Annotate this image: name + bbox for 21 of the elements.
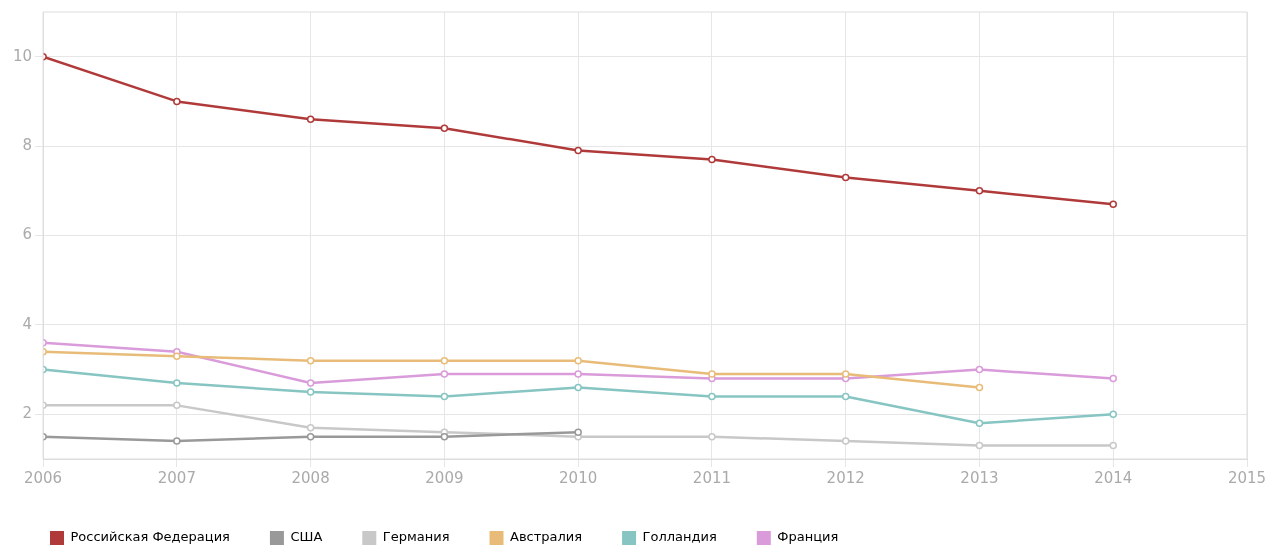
x-tick-label: 2009 bbox=[425, 468, 464, 487]
legend-label: Голландия bbox=[642, 529, 717, 545]
x-tick-label: 2011 bbox=[692, 468, 732, 487]
y-tick-label: 8 bbox=[22, 135, 33, 154]
y-tick-label: 2 bbox=[22, 404, 33, 423]
x-tick-label: 2014 bbox=[1094, 468, 1133, 487]
legend-label: Франция bbox=[777, 529, 839, 545]
y-tick-label: 4 bbox=[22, 314, 33, 333]
legend-label: Российская Федерация bbox=[70, 529, 230, 545]
x-tick-label: 2013 bbox=[960, 468, 999, 487]
legend-label: США bbox=[290, 529, 323, 545]
legend-label: Германия bbox=[382, 529, 450, 545]
x-tick-label: 2012 bbox=[826, 468, 865, 487]
x-tick-label: 2007 bbox=[157, 468, 196, 487]
legend-label: Австралия bbox=[510, 529, 583, 545]
x-tick-label: 2015 bbox=[1227, 468, 1267, 487]
y-tick-label: 10 bbox=[12, 46, 33, 65]
x-tick-label: 2010 bbox=[559, 468, 598, 487]
x-tick-label: 2008 bbox=[291, 468, 330, 487]
y-tick-label: 6 bbox=[22, 225, 33, 244]
x-tick-label: 2006 bbox=[23, 468, 63, 487]
